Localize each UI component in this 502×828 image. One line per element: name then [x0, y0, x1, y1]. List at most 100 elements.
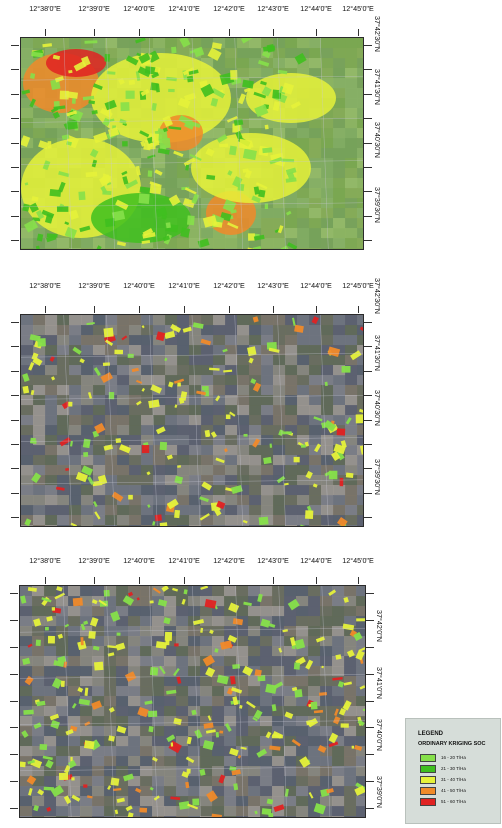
terrain-patch	[224, 696, 237, 707]
terrain-patch	[68, 696, 81, 707]
terrain-patch	[236, 716, 249, 727]
terrain-patch	[164, 656, 177, 667]
terrain-patch	[333, 465, 346, 476]
terrain-patch	[344, 736, 357, 747]
field-parcel	[139, 130, 150, 138]
terrain-patch	[104, 776, 117, 787]
terrain-patch	[296, 646, 309, 657]
field-parcel	[238, 93, 246, 105]
terrain-patch	[344, 726, 357, 737]
terrain-patch	[140, 796, 153, 807]
field-parcel	[127, 591, 134, 597]
terrain-patch	[164, 676, 177, 687]
field-parcel	[362, 708, 365, 711]
terrain-patch	[81, 385, 94, 396]
terrain-patch	[344, 816, 357, 817]
terrain-patch	[296, 666, 309, 677]
terrain-patch	[32, 726, 45, 737]
terrain-patch	[212, 796, 225, 807]
longitude-label: 12°44'0"E	[300, 4, 332, 13]
terrain-patch	[189, 375, 202, 386]
map-rendering	[21, 38, 363, 249]
field-parcel	[280, 431, 292, 435]
terrain-patch	[152, 766, 165, 777]
field-parcel	[340, 440, 347, 449]
field-parcel	[102, 362, 110, 367]
terrain-patch	[236, 626, 249, 637]
longitude-tick	[273, 306, 274, 313]
terrain-patch	[189, 385, 202, 396]
terrain-patch	[164, 616, 177, 627]
terrain-patch	[345, 425, 358, 436]
field-parcel	[323, 419, 337, 432]
field-parcel	[92, 501, 98, 508]
terrain-patch	[45, 425, 58, 436]
field-parcel	[79, 225, 91, 233]
terrain-patch	[297, 395, 310, 406]
field-parcel	[243, 433, 248, 437]
field-parcel	[229, 675, 236, 685]
terrain-patch	[320, 746, 333, 757]
terrain-patch	[152, 786, 165, 797]
terrain-patch	[344, 756, 357, 767]
terrain-patch	[201, 445, 214, 456]
terrain-patch	[249, 485, 262, 496]
graticule-line	[149, 586, 158, 817]
terrain-patch	[273, 355, 286, 366]
terrain-patch	[80, 606, 93, 617]
longitude-label: 12°41'0"E	[168, 556, 200, 565]
field-parcel	[321, 665, 324, 669]
frame-tick	[11, 93, 19, 95]
terrain-patch	[284, 766, 297, 777]
terrain-patch	[153, 405, 166, 416]
terrain-patch	[320, 646, 333, 657]
longitude-label: 12°45'0"E	[342, 281, 374, 290]
terrain-patch	[20, 626, 33, 637]
field-parcel	[35, 245, 41, 249]
terrain-patch	[200, 806, 213, 817]
terrain-patch	[69, 375, 82, 386]
terrain-patch	[177, 365, 190, 376]
field-parcel	[258, 516, 269, 526]
terrain-patch	[116, 656, 129, 667]
terrain-patch	[44, 656, 57, 667]
field-parcel	[59, 437, 71, 447]
field-parcel	[263, 456, 272, 465]
terrain-patch	[332, 756, 345, 767]
terrain-patch	[309, 455, 322, 466]
longitude-tick	[45, 577, 46, 584]
terrain-patch	[344, 696, 357, 707]
field-parcel	[137, 66, 152, 78]
longitude-tick	[358, 29, 359, 36]
terrain-patch	[69, 405, 82, 416]
longitude-label: 12°38'0"E	[29, 4, 61, 13]
terrain-patch	[93, 405, 106, 416]
terrain-patch	[357, 525, 363, 526]
graticule-line	[234, 38, 243, 249]
field-parcel	[229, 747, 239, 757]
terrain-patch	[248, 696, 261, 707]
terrain-patch	[81, 455, 94, 466]
terrain-patch	[272, 786, 285, 797]
terrain-patch	[165, 465, 178, 476]
terrain-patch	[81, 445, 94, 456]
terrain-patch	[356, 596, 365, 607]
field-parcel	[285, 167, 297, 175]
terrain-patch	[308, 816, 321, 817]
field-parcel	[215, 457, 225, 464]
terrain-patch	[105, 315, 118, 326]
terrain-patch	[212, 636, 225, 647]
terrain-patch	[333, 375, 346, 386]
terrain-patch	[332, 616, 345, 627]
terrain-patch	[225, 395, 238, 406]
graticule-line	[21, 75, 363, 81]
field-parcel	[317, 744, 327, 754]
terrain-patch	[320, 706, 333, 717]
terrain-patch	[297, 315, 310, 326]
terrain-patch	[285, 395, 298, 406]
longitude-label: 12°40'0"E	[123, 4, 155, 13]
terrain-patch	[81, 515, 94, 526]
terrain-patch	[308, 646, 321, 657]
terrain-patch	[284, 646, 297, 657]
terrain-patch	[200, 786, 213, 797]
